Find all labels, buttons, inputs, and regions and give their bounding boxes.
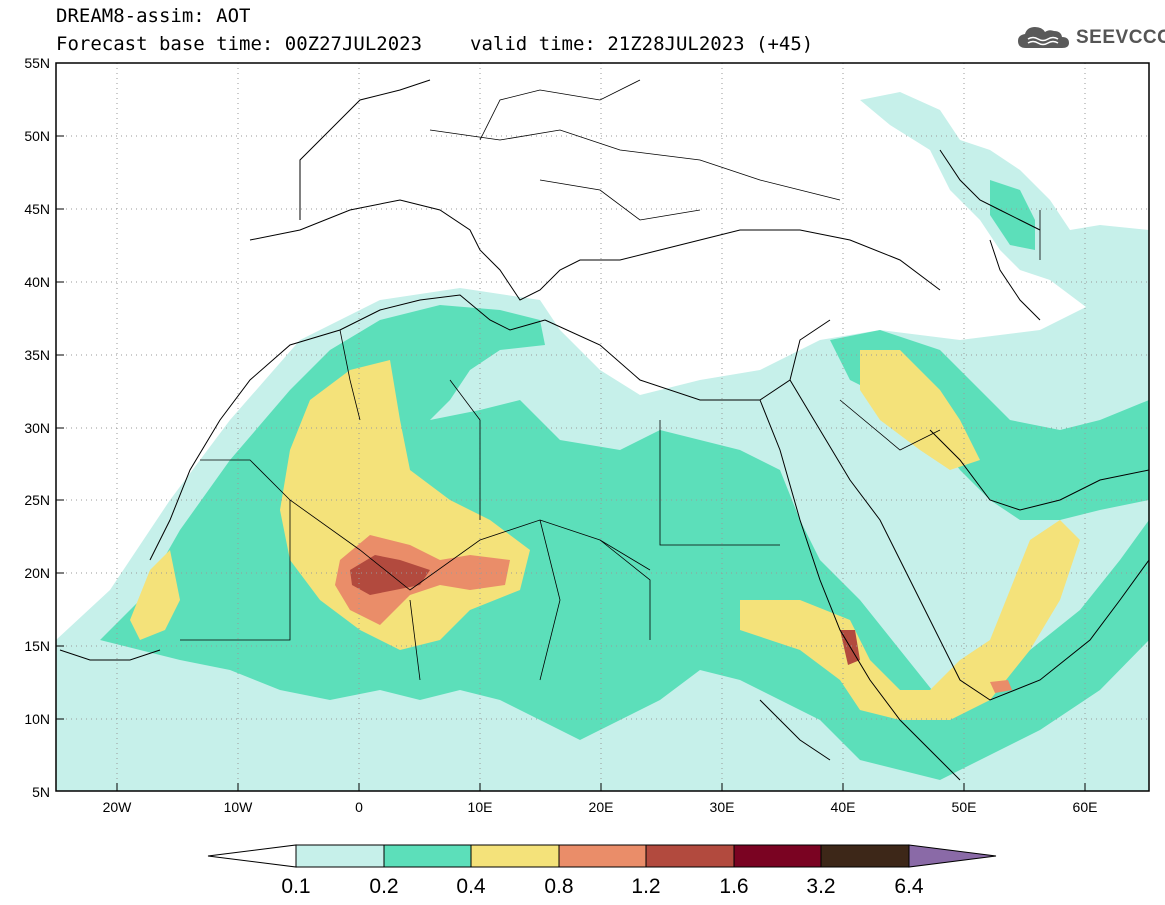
lat-label: 40N <box>24 274 50 290</box>
lat-label: 10N <box>24 711 50 727</box>
lat-label: 35N <box>24 347 50 363</box>
aot-field <box>56 63 1149 791</box>
lat-labels: 55N 50N 45N 40N 35N 30N 25N 20N 15N 10N … <box>24 55 50 800</box>
colorbar-label: 0.2 <box>369 875 398 898</box>
map-frame <box>55 62 1150 792</box>
graticule <box>56 63 1149 791</box>
map-title: DREAM8-assim: AOT <box>56 5 251 27</box>
colorbar-label: 0.4 <box>456 875 486 898</box>
colorbar-swatch <box>383 844 472 868</box>
lat-label: 20N <box>24 565 50 581</box>
colorbar-swatch <box>645 844 735 868</box>
aot-band-1.2 <box>350 555 430 595</box>
lon-label: 30E <box>710 799 735 815</box>
aot-band-0.4-westafrica <box>130 550 180 640</box>
lat-label: 45N <box>24 201 50 217</box>
logo-text: SEEVCCC <box>1076 27 1165 48</box>
lon-label: 10W <box>224 799 254 815</box>
lon-label: 40E <box>831 799 856 815</box>
lon-label: 20W <box>103 799 133 815</box>
aot-band-0.4-redsea <box>740 520 1080 720</box>
forecast-times: Forecast base time: 00Z27JUL2023 valid ti… <box>56 34 813 54</box>
lat-label: 25N <box>24 492 50 508</box>
colorbar-label: 1.6 <box>719 875 748 898</box>
borders <box>180 79 1041 681</box>
lon-label: 50E <box>952 799 977 815</box>
aot-band-0.8-yemen <box>990 680 1012 693</box>
valid-time: valid time: 21Z28JUL2023 (+45) <box>470 33 814 55</box>
colorbar-max-arrow <box>908 844 997 868</box>
lon-label: 20E <box>589 799 614 815</box>
colorbar-swatch <box>470 844 560 868</box>
colorbar-swatch <box>558 844 647 868</box>
lat-label: 55N <box>24 55 50 71</box>
lat-label: 50N <box>24 128 50 144</box>
lat-label: 30N <box>24 420 50 436</box>
ticks <box>56 62 1086 791</box>
lon-label: 10E <box>468 799 493 815</box>
lat-label: 15N <box>24 638 50 654</box>
colorbar-swatch <box>295 844 385 868</box>
colorbar-label: 0.1 <box>281 875 310 898</box>
forecast-base-time: Forecast base time: 00Z27JUL2023 <box>56 33 423 55</box>
colorbar-min-arrow <box>207 844 297 868</box>
cloud-icon <box>1018 27 1069 48</box>
aot-band-0.4-arabia <box>860 350 980 470</box>
seevccc-logo: SEEVCCC <box>1016 24 1165 52</box>
colorbar-swatch <box>820 844 910 868</box>
lat-label: 5N <box>32 784 50 800</box>
colorbar-label: 1.2 <box>631 875 660 898</box>
lon-label: 60E <box>1073 799 1098 815</box>
colorbar-label: 3.2 <box>806 875 835 898</box>
lon-labels: 20W 10W 0 10E 20E 30E 40E 50E 60E <box>103 799 1098 815</box>
lon-label: 0 <box>355 799 363 815</box>
colorbar: 0.1 0.2 0.4 0.8 1.2 1.6 3.2 6.4 <box>207 844 997 898</box>
aot-band-0.2-caspian <box>990 180 1035 250</box>
colorbar-label: 0.8 <box>544 875 573 898</box>
colorbar-label: 6.4 <box>894 875 924 898</box>
colorbar-swatch <box>733 844 822 868</box>
